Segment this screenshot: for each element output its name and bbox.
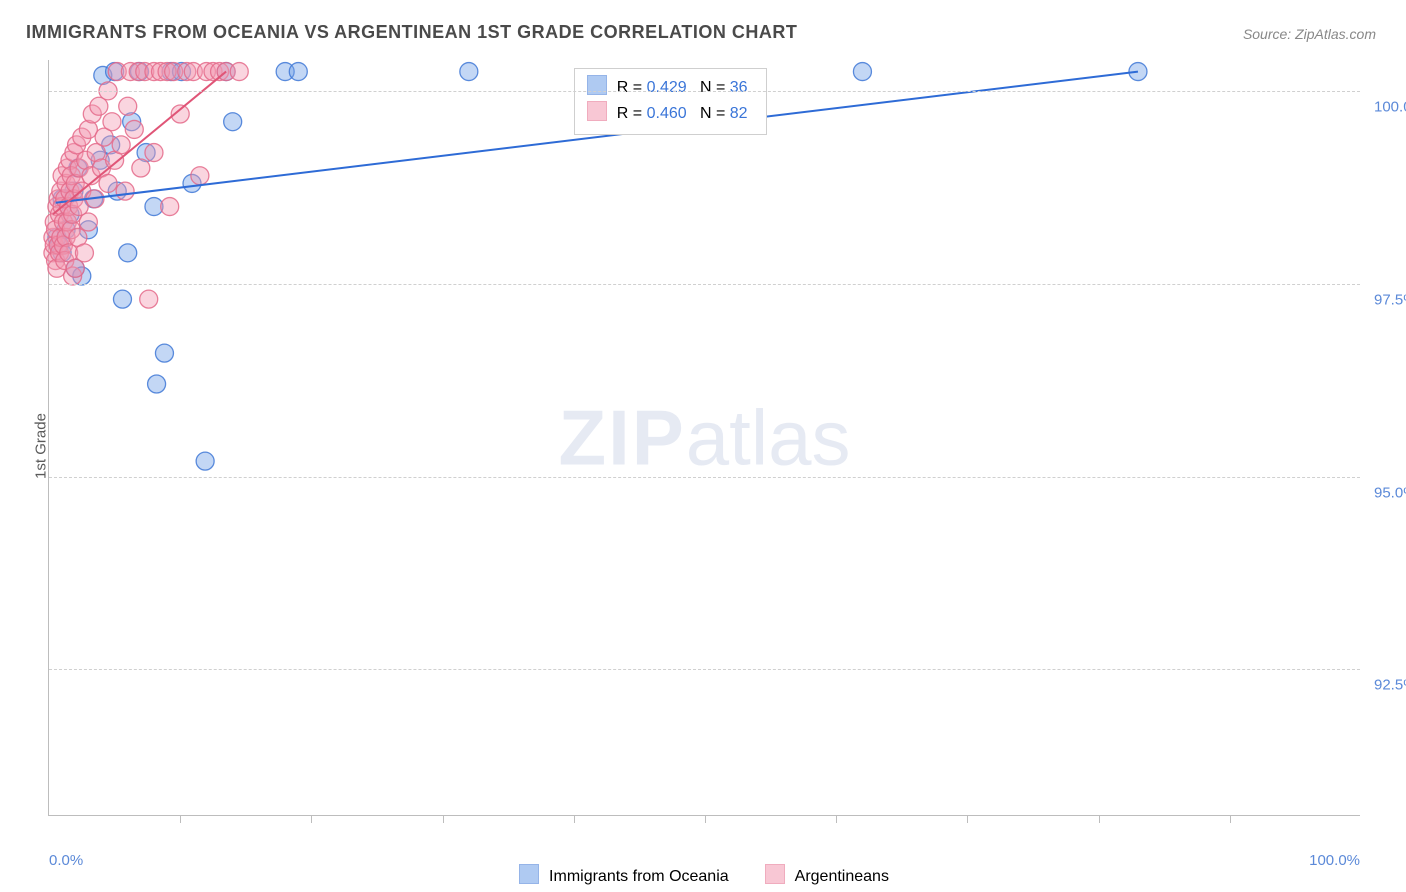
scatter-point <box>119 97 137 115</box>
x-tick-mark <box>1099 815 1100 823</box>
source-label: Source: ZipAtlas.com <box>1243 26 1376 42</box>
scatter-point <box>119 244 137 262</box>
scatter-point <box>75 244 93 262</box>
x-tick-mark <box>836 815 837 823</box>
legend-swatch <box>587 75 607 95</box>
scatter-point <box>191 167 209 185</box>
scatter-point <box>132 159 150 177</box>
scatter-point <box>155 344 173 362</box>
x-tick-mark <box>1230 815 1231 823</box>
y-tick-label: 92.5% <box>1366 677 1406 694</box>
legend-swatch <box>587 101 607 121</box>
gridline-h <box>49 91 1360 92</box>
scatter-point <box>116 182 134 200</box>
scatter-point <box>460 63 478 81</box>
chart-title: IMMIGRANTS FROM OCEANIA VS ARGENTINEAN 1… <box>26 22 797 43</box>
x-tick-mark <box>705 815 706 823</box>
scatter-point <box>148 375 166 393</box>
scatter-point <box>230 63 248 81</box>
y-tick-label: 95.0% <box>1366 484 1406 501</box>
scatter-point <box>113 290 131 308</box>
stats-legend-row: R = 0.429 N = 36 <box>587 75 748 101</box>
footer-legend-item: Immigrants from Oceania <box>519 864 729 886</box>
footer-legend: Immigrants from Oceania Argentineans <box>48 864 1360 886</box>
gridline-h <box>49 669 1360 670</box>
x-tick-mark <box>574 815 575 823</box>
gridline-h <box>49 284 1360 285</box>
scatter-point <box>161 198 179 216</box>
footer-legend-label: Immigrants from Oceania <box>549 868 729 885</box>
x-tick-mark <box>443 815 444 823</box>
scatter-point <box>103 113 121 131</box>
scatter-point <box>140 290 158 308</box>
scatter-point <box>145 144 163 162</box>
stats-legend-row: R = 0.460 N = 82 <box>587 101 748 127</box>
x-tick-mark <box>180 815 181 823</box>
y-tick-label: 100.0% <box>1366 98 1406 115</box>
scatter-point <box>112 136 130 154</box>
chart-canvas <box>49 60 1360 815</box>
x-tick-mark <box>967 815 968 823</box>
scatter-point <box>224 113 242 131</box>
plot-area: ZIPatlas R = 0.429 N = 36R = 0.460 N = 8… <box>48 60 1360 816</box>
legend-swatch <box>765 864 785 884</box>
footer-legend-label: Argentineans <box>795 868 889 885</box>
legend-swatch <box>519 864 539 884</box>
x-tick-mark <box>311 815 312 823</box>
scatter-point <box>196 452 214 470</box>
scatter-point <box>99 174 117 192</box>
scatter-point <box>79 213 97 231</box>
y-axis-label: 1st Grade <box>32 413 49 479</box>
scatter-point <box>289 63 307 81</box>
y-tick-label: 97.5% <box>1366 291 1406 308</box>
scatter-point <box>125 120 143 138</box>
gridline-h <box>49 477 1360 478</box>
footer-legend-item: Argentineans <box>765 864 889 886</box>
scatter-point <box>853 63 871 81</box>
stats-legend: R = 0.429 N = 36R = 0.460 N = 82 <box>574 68 767 135</box>
